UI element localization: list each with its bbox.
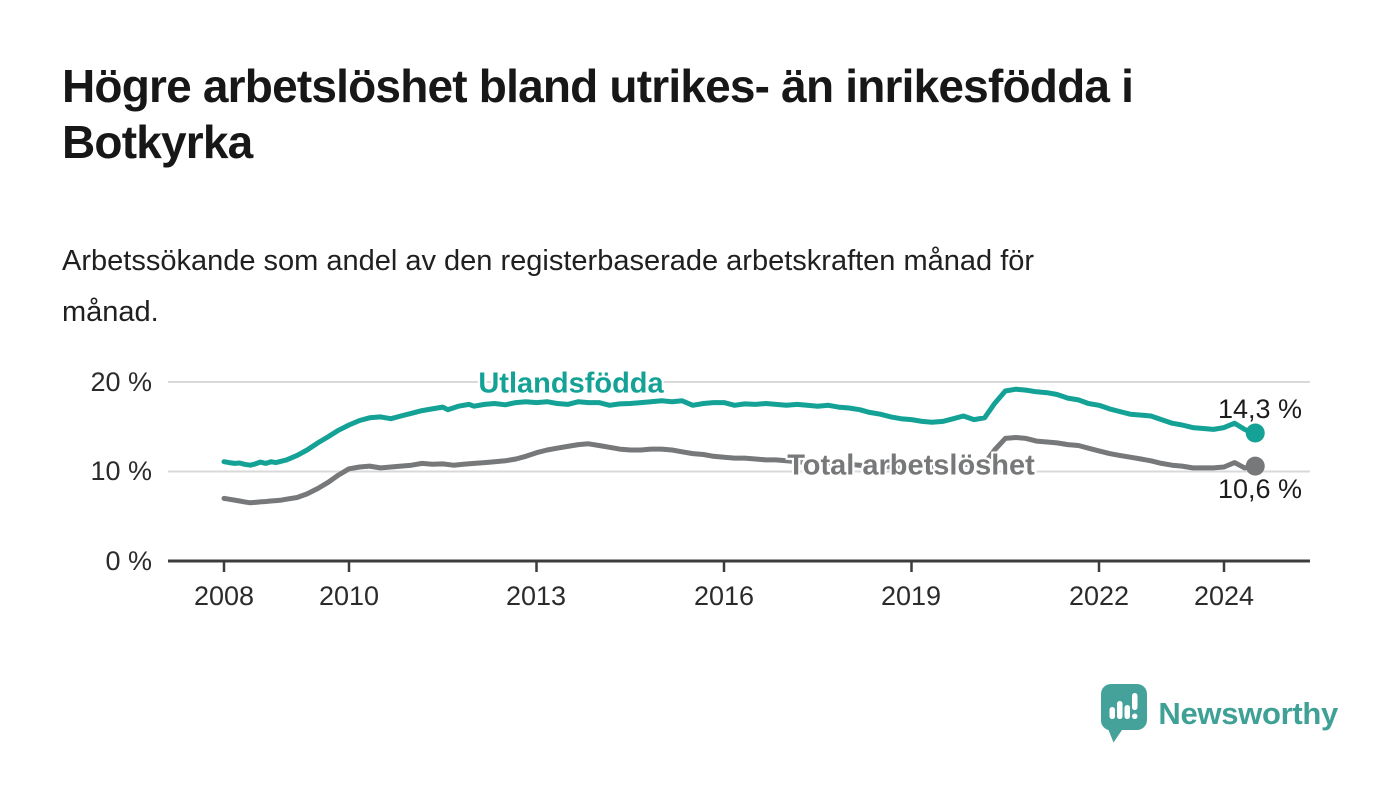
end-dot-total-arbetsloshet [1245,456,1265,476]
y-axis-tick-label-20: 20 % [90,367,152,397]
y-axis-tick-label-0: 0 % [105,546,152,576]
y-axis-tick-label-10: 10 % [90,456,152,486]
chart-subtitle-line-1: Arbetssökande som andel av den registerb… [62,245,1035,277]
series-line-utlandsfodda [221,386,1258,468]
end-value-label-total-arbetsloshet: 10,6 % [1217,474,1302,504]
chart-subtitle: Arbetssökande som andel av den registerb… [62,236,1322,338]
x-axis-tick-label-2016: 2016 [693,581,755,611]
chart-subtitle-line-2: månad. [62,296,159,328]
x-axis-tick-label-2019: 2019 [880,581,942,611]
end-value-label-utlandsfodda: 14,3 % [1217,394,1302,424]
series-line-total-arbetsloshet [221,435,1258,506]
series-label-utlandsfodda: Utlandsfödda [478,367,664,400]
end-dot-utlandsfodda [1245,423,1265,443]
newsworthy-logo-text: Newsworthy [1158,695,1338,731]
series-label-total-arbetsloshet: Total arbetslöshet [787,449,1035,482]
page-title-line-1: Högre arbetslöshet bland utrikes- än inr… [62,60,1134,112]
page-title: Högre arbetslöshet bland utrikes- än inr… [62,58,1362,170]
x-axis-tick-label-2010: 2010 [318,581,380,611]
page-title-line-2: Botkyrka [62,116,253,168]
x-axis-tick-label-2024: 2024 [1193,581,1255,611]
newsworthy-logo: Newsworthy [1101,684,1338,743]
x-axis-tick-label-2013: 2013 [505,581,567,611]
x-axis-tick-label-2022: 2022 [1068,581,1130,611]
x-axis-tick-label-2008: 2008 [193,581,255,611]
newsworthy-icon [1101,684,1148,743]
